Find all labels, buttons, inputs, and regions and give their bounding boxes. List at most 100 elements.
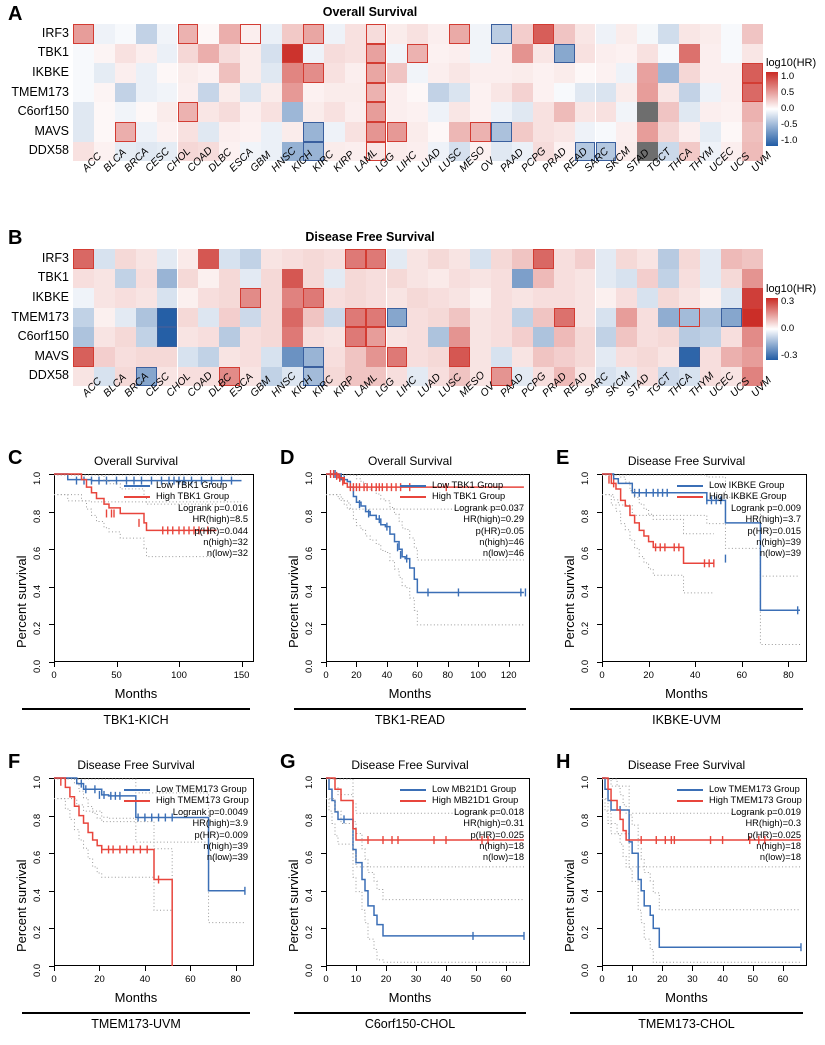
heatmap-cell <box>700 141 721 162</box>
heatmap-cell <box>323 63 345 83</box>
km-stat-line: HR(high)=3.7 <box>745 514 801 525</box>
heatmap-sig-box-red <box>344 249 366 269</box>
km-caption-rule <box>570 708 803 710</box>
heatmap-cell <box>73 122 94 142</box>
heatmap-cell <box>365 141 387 162</box>
heatmap-cell <box>428 24 450 44</box>
km-curves <box>602 473 801 645</box>
heatmap-cell <box>553 288 575 308</box>
heatmap-cell <box>491 141 512 162</box>
heatmap-cell <box>532 366 554 387</box>
heatmap-cell <box>302 366 324 387</box>
heatmap-cell <box>532 63 554 83</box>
km-confidence-band <box>326 798 524 868</box>
heatmap-cell <box>679 268 700 289</box>
heatmap-cell <box>428 366 450 387</box>
heatmap-cell <box>700 288 721 308</box>
heatmap-cell <box>741 249 763 269</box>
heatmap-cell <box>323 268 345 289</box>
heatmap-cell <box>595 43 617 64</box>
heatmap-cell <box>386 347 408 367</box>
heatmap-cell <box>177 43 199 64</box>
km-y-tick: 0.6 <box>304 546 315 561</box>
km-title: Disease Free Survival <box>627 454 746 468</box>
heatmap-cell <box>302 24 324 44</box>
km-x-tick-mark <box>416 966 417 971</box>
km-x-tick-mark <box>447 662 449 667</box>
km-x-tick-mark <box>116 662 118 667</box>
heatmap-sig-box-red <box>532 249 554 269</box>
km-caption: IKBKE-UVM <box>652 713 721 727</box>
heatmap-row-label: TBK1 <box>37 270 69 285</box>
colorbar-tick-label: 0.5 <box>781 87 795 99</box>
heatmap-cell <box>720 141 742 162</box>
heatmap-cell <box>407 102 429 122</box>
km-x-tick-mark <box>241 662 243 667</box>
heatmap-cell <box>470 288 491 308</box>
km-y-tick: 0.4 <box>304 584 315 598</box>
heatmap-cell <box>574 63 596 83</box>
heatmap-cell <box>282 43 303 64</box>
heatmap-cell <box>407 43 429 64</box>
km-y-tick-mark <box>597 586 602 588</box>
heatmap-cell <box>240 268 262 289</box>
km-x-tick: 20 <box>643 670 654 681</box>
km-y-tick-mark <box>597 890 602 892</box>
panel-h-letter: H <box>556 751 571 773</box>
heatmap-cell <box>428 141 450 162</box>
heatmap-cell <box>282 307 303 328</box>
heatmap-cell <box>407 366 429 387</box>
heatmap-cell <box>407 141 429 162</box>
km-y-tick-mark <box>597 928 602 930</box>
km-stat-line: p(HR)=0.015 <box>747 525 801 536</box>
km-y-tick: 1.0 <box>580 471 591 485</box>
heatmap-cell <box>240 122 262 142</box>
km-y-tick: 0.2 <box>304 926 315 940</box>
heatmap-cell <box>365 122 387 142</box>
heatmap-cell <box>135 347 157 367</box>
heatmap-cell <box>616 366 638 387</box>
heatmap-cell <box>135 63 157 83</box>
km-x-tick: 50 <box>111 670 122 681</box>
heatmap-cell <box>449 249 471 269</box>
heatmap-sig-box-red <box>553 307 575 328</box>
heatmap-cell <box>679 366 700 387</box>
heatmap-cell <box>700 102 721 122</box>
km-caption-rule <box>294 708 526 710</box>
heatmap-cell-na <box>637 102 659 122</box>
heatmap-cell <box>553 141 575 162</box>
heatmap-cell <box>114 347 136 367</box>
heatmap-cell <box>679 347 700 367</box>
heatmap-cell <box>553 268 575 289</box>
panel-a-letter: A <box>8 3 23 25</box>
heatmap-cell <box>616 327 638 347</box>
heatmap-cell <box>491 268 512 289</box>
km-x-tick: 60 <box>500 974 512 985</box>
heatmap-sig-box-red <box>302 63 324 83</box>
km-confidence-band <box>54 798 245 924</box>
km-x-tick: 60 <box>777 974 789 985</box>
heatmap-sig-box-red <box>177 102 199 122</box>
km-y-tick: 0.2 <box>32 926 43 940</box>
heatmap-cell <box>720 366 742 387</box>
km-curve <box>602 473 714 565</box>
km-x-tick: 20 <box>94 974 105 985</box>
heatmap-cell <box>261 347 282 367</box>
heatmap-cell <box>156 366 178 387</box>
heatmap-sig-box-red <box>73 24 94 44</box>
heatmap-sig-box-red <box>532 24 554 44</box>
km-caption-rule <box>294 1012 526 1014</box>
km-legend-label: Low IKBKE Group <box>709 480 785 490</box>
heatmap-cell <box>240 141 262 162</box>
panel-d-letter: D <box>280 447 295 469</box>
km-stat-line: HR(high)=0.29 <box>463 514 524 525</box>
heatmap-cell <box>302 268 324 289</box>
heatmap-cell <box>240 24 262 44</box>
heatmap-cell <box>386 122 408 142</box>
colorbar-gradient <box>766 72 778 146</box>
km-x-tick: 80 <box>783 670 794 681</box>
km-x-tick: 0 <box>323 670 329 681</box>
heatmap-cell <box>177 327 199 347</box>
heatmap-cell <box>720 327 742 347</box>
heatmap-cell <box>553 307 575 328</box>
